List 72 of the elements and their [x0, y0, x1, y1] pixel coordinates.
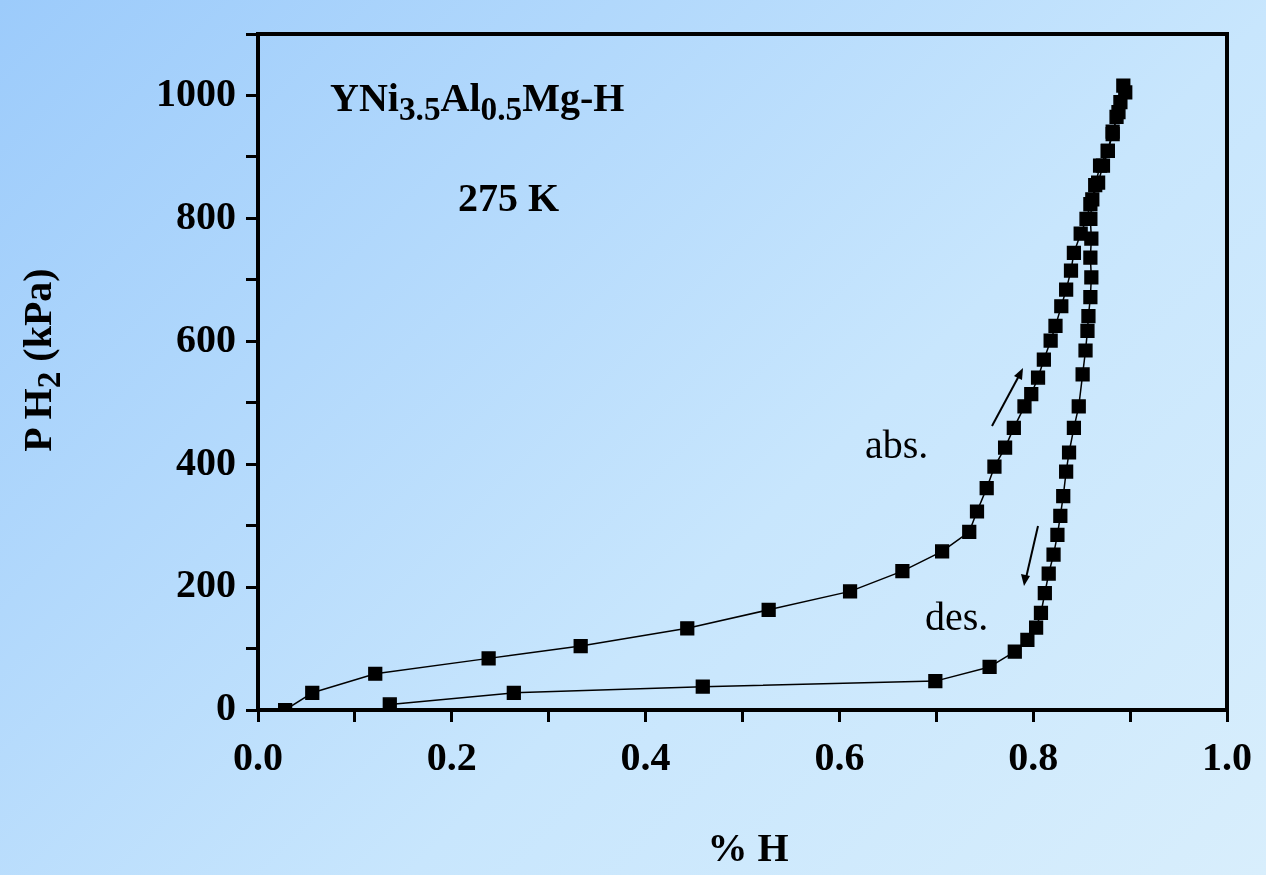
point	[969, 504, 985, 519]
point	[979, 481, 994, 496]
point	[1030, 370, 1046, 385]
point	[1109, 109, 1124, 125]
point	[1006, 420, 1021, 436]
point	[997, 440, 1013, 455]
y-tick-label: 200	[176, 561, 236, 607]
point	[1071, 399, 1086, 414]
x-tick-label: 0.4	[620, 734, 671, 780]
point	[895, 564, 910, 579]
x-tick-label: 0.8	[1008, 734, 1059, 780]
annotation: abs.	[865, 422, 929, 467]
point	[1080, 323, 1095, 338]
point	[1081, 308, 1096, 324]
y-tick-label: 0	[216, 684, 236, 730]
point	[1083, 289, 1098, 305]
point	[1056, 489, 1071, 504]
point	[368, 666, 383, 681]
point	[935, 544, 950, 559]
y-tick-label: 400	[176, 438, 236, 484]
point	[1073, 226, 1088, 241]
point	[1063, 263, 1079, 278]
point	[842, 584, 858, 599]
point	[1116, 78, 1131, 93]
point	[1020, 632, 1035, 648]
point	[1079, 211, 1094, 227]
point	[1059, 464, 1074, 479]
annotation: YNi$_{3.5}$Al$_{0.5}$Mg-H	[330, 75, 625, 127]
point	[1075, 367, 1090, 382]
point	[1078, 343, 1093, 358]
x-tick-label: 0.0	[233, 734, 283, 780]
point	[680, 621, 695, 636]
point	[1024, 387, 1039, 402]
x-tick-label: 1.0	[1202, 734, 1252, 780]
point	[982, 659, 997, 675]
point	[506, 685, 521, 700]
point	[1083, 250, 1098, 265]
point	[695, 679, 710, 694]
y-tick-label: 800	[176, 192, 236, 238]
point	[761, 602, 776, 617]
point	[1083, 197, 1098, 212]
point	[1084, 270, 1099, 285]
point	[1053, 508, 1068, 523]
point	[1059, 282, 1074, 297]
point	[1037, 586, 1052, 601]
point	[573, 638, 588, 654]
point	[928, 674, 943, 689]
annotation: 275 K	[458, 175, 560, 220]
point	[1007, 644, 1022, 659]
point	[1054, 299, 1069, 314]
point	[1041, 566, 1056, 581]
point	[1017, 399, 1032, 414]
point	[1066, 420, 1082, 436]
annotation: des.	[925, 594, 989, 639]
point	[1061, 445, 1077, 460]
point	[1028, 620, 1044, 635]
x-tick-label: 0.6	[814, 734, 865, 780]
point	[1048, 318, 1063, 334]
x-axis-title: % H	[706, 825, 790, 870]
point	[987, 459, 1002, 474]
y-tick-label: 1000	[156, 69, 236, 115]
point	[1036, 352, 1051, 367]
point	[1046, 547, 1061, 562]
y-tick-label: 600	[176, 315, 236, 361]
x-tick-label: 0.2	[426, 734, 477, 780]
point	[1043, 333, 1058, 348]
point	[1033, 605, 1049, 621]
point	[1050, 527, 1065, 542]
point	[305, 685, 320, 700]
point	[1066, 245, 1082, 260]
point	[962, 524, 977, 539]
point	[481, 651, 496, 666]
